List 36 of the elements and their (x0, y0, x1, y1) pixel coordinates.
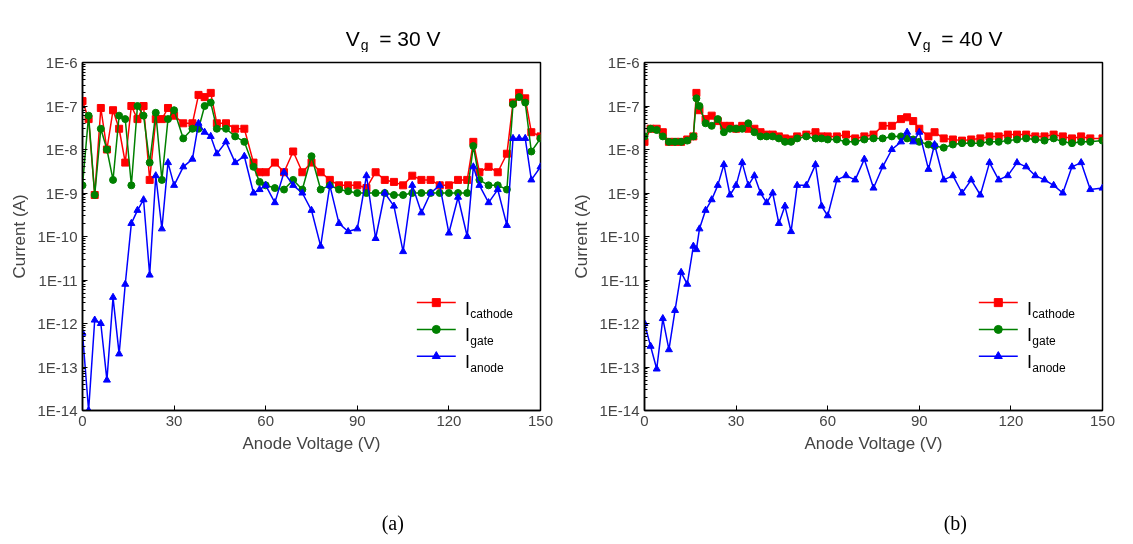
x-axis-title: Anode Voltage (V) (242, 433, 381, 453)
x-axis-title: Anode Voltage (V) (804, 433, 943, 453)
y-tick-label: 1E-8 (45, 141, 78, 158)
x-tick-label: 0 (640, 411, 649, 429)
y-tick-label: 1E-6 (607, 54, 640, 71)
y-tick-label: 1E-12 (599, 315, 640, 332)
y-tick-label: 1E-11 (38, 271, 78, 289)
x-tick-label: 120 (998, 411, 1024, 429)
y-tick-label: 1E-7 (45, 97, 78, 115)
y-axis-title: Current (A) (10, 194, 30, 279)
y-tick-label: 1E-12 (37, 315, 78, 332)
y-axis-title: Current (A) (572, 194, 592, 279)
x-tick-label: 90 (348, 411, 366, 429)
x-tick-label: 30 (165, 411, 183, 429)
text: (a) (381, 511, 404, 535)
y-tick-label: 1E-14 (599, 402, 640, 419)
x-tick-label: 120 (436, 411, 462, 429)
x-tick-label: 60 (819, 411, 837, 429)
x-tick-label: 60 (257, 411, 275, 429)
x-tick-label: 90 (910, 411, 928, 429)
x-tick-label: 150 (527, 411, 554, 429)
y-tick-label: 1E-6 (45, 54, 78, 71)
y-tick-label: 1E-7 (607, 97, 640, 115)
y-tick-label: 1E-10 (599, 228, 640, 245)
y-tick-label: 1E-11 (600, 271, 640, 289)
x-tick-label: 150 (1089, 411, 1116, 429)
y-tick-label: 1E-9 (607, 184, 640, 202)
x-tick-label: 0 (78, 411, 87, 429)
y-tick-label: 1E-13 (37, 358, 78, 376)
text: (b) (943, 511, 968, 535)
y-tick-label: 1E-14 (37, 402, 78, 419)
y-tick-label: 1E-10 (37, 228, 78, 245)
y-tick-label: 1E-13 (599, 358, 640, 376)
x-tick-label: 30 (727, 411, 745, 429)
y-tick-label: 1E-8 (607, 141, 640, 158)
y-tick-label: 1E-9 (45, 184, 78, 202)
